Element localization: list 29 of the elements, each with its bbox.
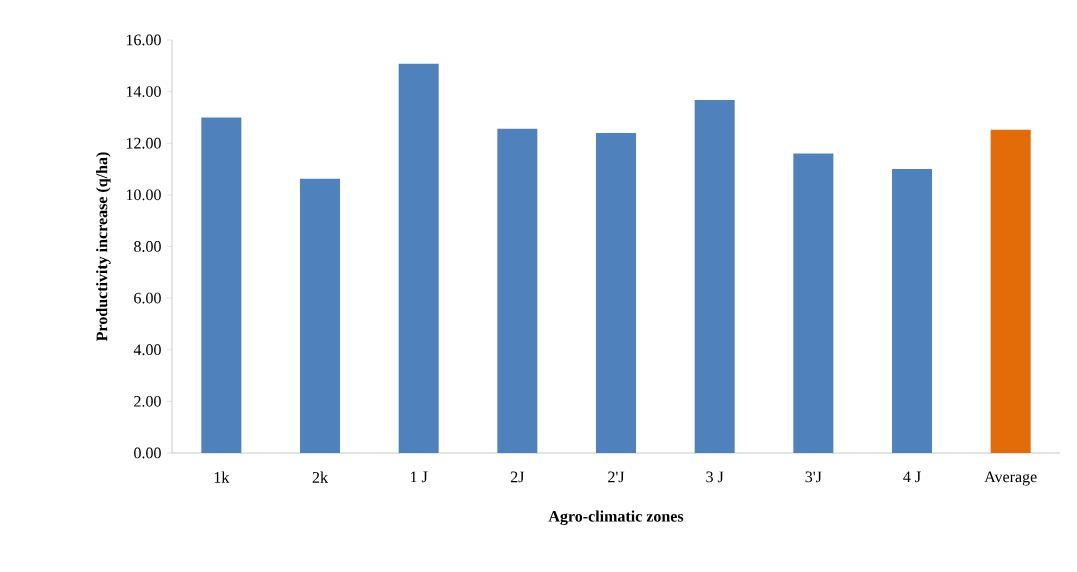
y-tick-label: 10.00 [126, 189, 161, 201]
bar [398, 63, 439, 453]
y-tick-label: 8.00 [134, 241, 161, 252]
x-tick-label: 4 J [903, 471, 921, 483]
x-tick-label: 2J [510, 471, 525, 483]
x-tick-label: 2k [312, 471, 328, 483]
y-tick-label: 6.00 [134, 292, 161, 304]
x-axis-title: Agro-climatic zones [548, 510, 684, 526]
bar [793, 153, 834, 453]
bar [892, 169, 932, 453]
bar [694, 99, 735, 453]
bar [497, 128, 538, 453]
bar [201, 117, 242, 453]
y-tick-label: 4.00 [133, 344, 161, 356]
x-tick-label: 2'J [608, 471, 625, 483]
y-axis-title: Productivity increase (q/ha) [96, 152, 111, 342]
y-tick-label: 16.00 [126, 34, 161, 46]
y-tick-label: 2.00 [134, 395, 161, 407]
y-tick-label: 12.00 [126, 137, 161, 149]
y-tick-label: 0.00 [134, 447, 161, 459]
x-tick-label: 3'J [805, 471, 822, 483]
x-tick-label: Average [984, 471, 1037, 486]
bar [300, 178, 340, 453]
x-tick-label: 1k [214, 471, 230, 483]
y-tick-label: 14.00 [126, 86, 161, 98]
bar [990, 129, 1031, 453]
x-tick-label: 3 J [706, 471, 724, 483]
x-tick-label: 1 J [410, 471, 428, 483]
bar [596, 132, 636, 453]
